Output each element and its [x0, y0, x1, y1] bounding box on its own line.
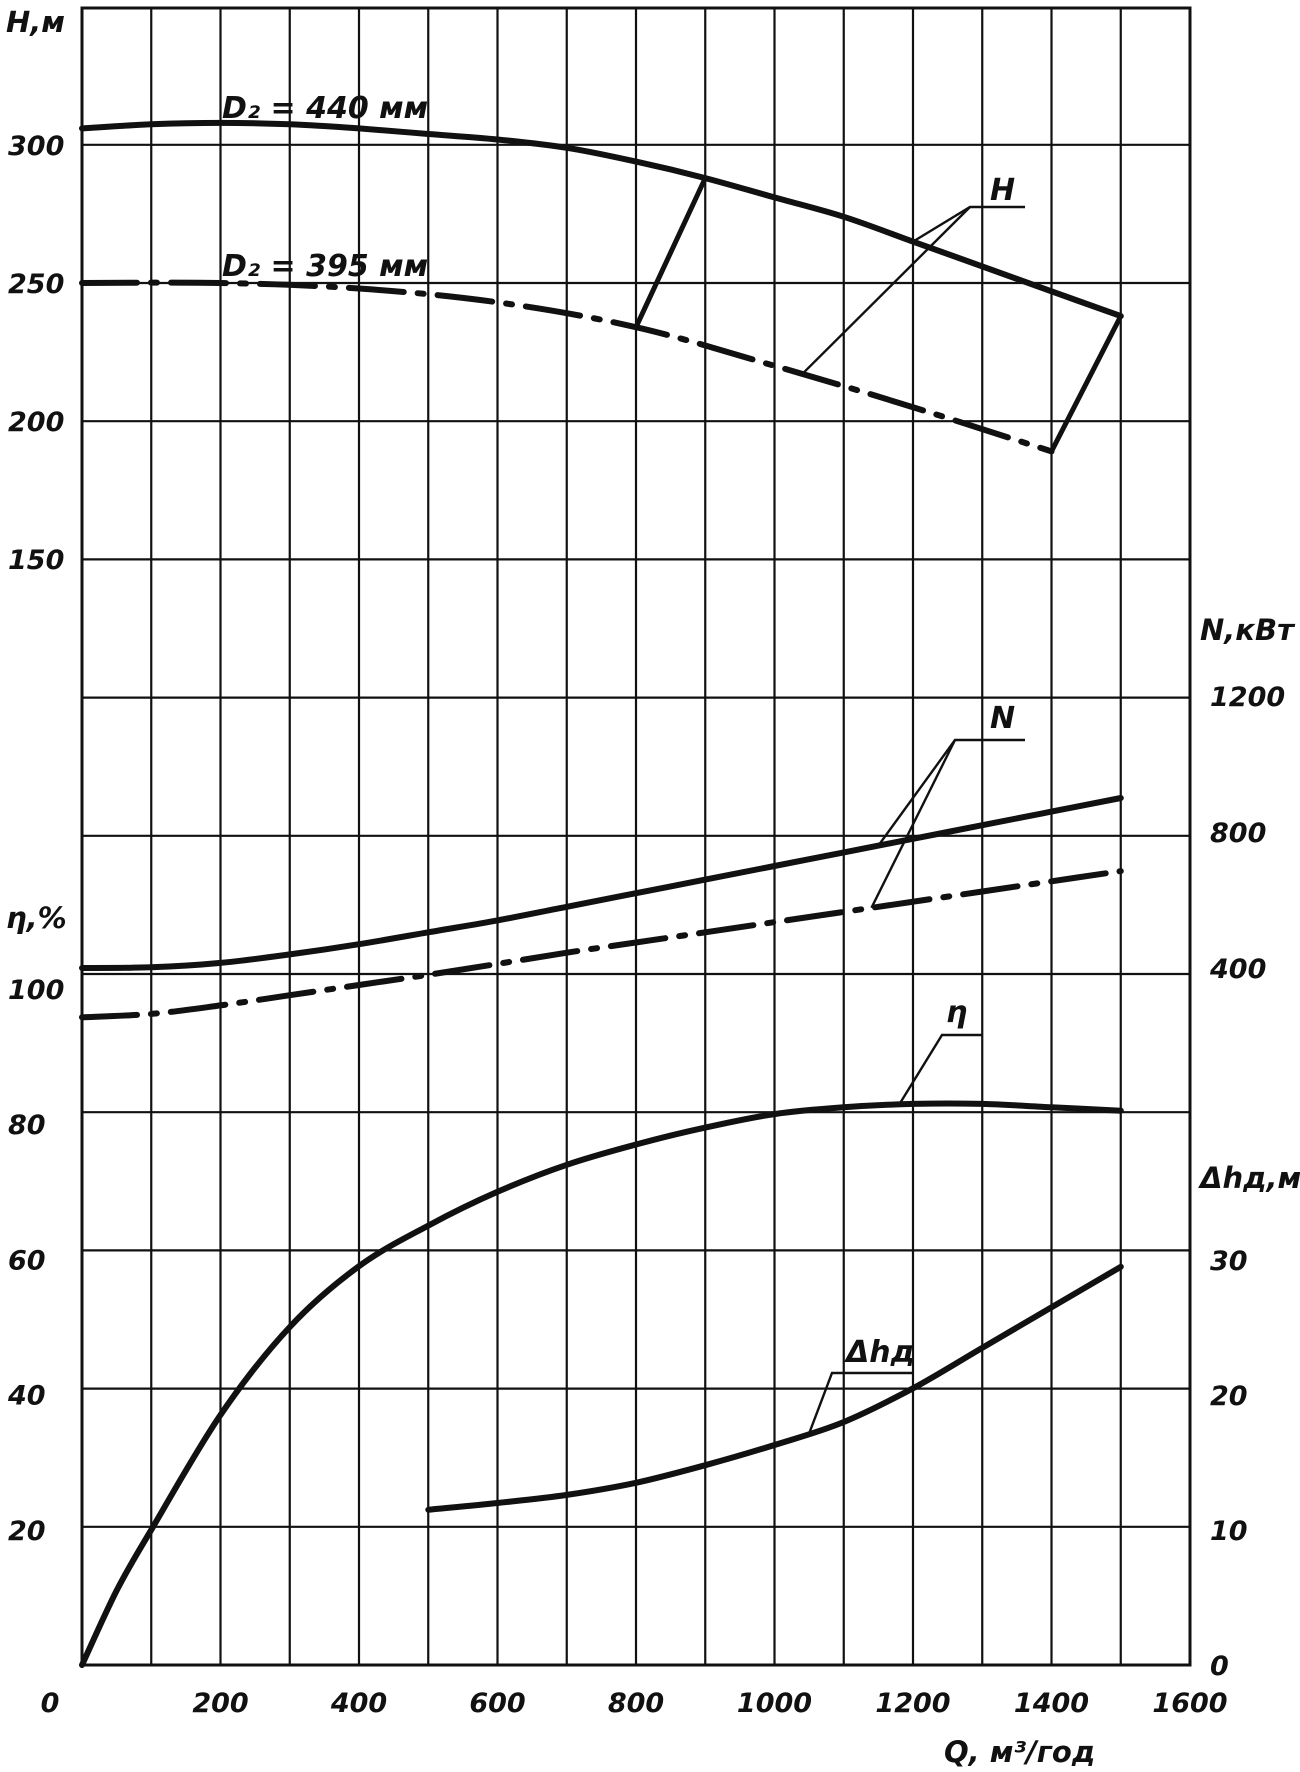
eta-axis-title: η,%	[6, 901, 67, 935]
x-tick-label: 1600	[1152, 1688, 1227, 1719]
n-d440-line	[79, 795, 1124, 971]
h-leader-2	[801, 206, 971, 375]
eta-tick-label: 60	[8, 1245, 46, 1276]
h-d395-line	[79, 279, 1055, 455]
x-tick-label: 1000	[737, 1688, 812, 1719]
h-curve-label: H	[990, 173, 1015, 208]
dh-tick-label: 30	[1210, 1246, 1248, 1277]
d395-label: D₂ = 395 мм	[222, 249, 428, 284]
x-tick-label: 0	[41, 1688, 60, 1719]
h-tick-label: 150	[8, 545, 64, 576]
n-tick-label: 1200	[1210, 682, 1285, 713]
curves	[79, 119, 1124, 1668]
dh-curve-label: Δhд	[844, 1335, 915, 1370]
dh-tick-label: 0	[1210, 1651, 1229, 1682]
axis-titles: H,м η,% N,кВт Δhд,м Q, м³/год	[6, 5, 1300, 1769]
h-tick-label: 250	[8, 269, 64, 300]
x-tick-label: 1400	[1014, 1688, 1089, 1719]
h-tick-label: 300	[8, 131, 64, 162]
eta-tick-label: 100	[8, 975, 64, 1006]
eta-leader	[898, 1033, 982, 1106]
n-leader-2	[870, 739, 957, 909]
dh-leader	[808, 1371, 914, 1434]
grid	[80, 6, 1192, 1667]
h-zone-right-bracket	[1049, 314, 1123, 453]
h-axis-title: H,м	[6, 5, 65, 39]
h-zone-left-bracket	[633, 177, 708, 329]
x-tick-label: 400	[330, 1688, 387, 1719]
eta-curve-label: η	[946, 995, 967, 1030]
eta-tick-label: 80	[8, 1110, 46, 1141]
eta-tick-label: 40	[7, 1381, 46, 1412]
h-tick-label: 200	[8, 407, 64, 438]
x-tick-label: 800	[608, 1688, 664, 1719]
eta-tick-label: 20	[8, 1516, 46, 1547]
n-tick-label: 400	[1209, 954, 1266, 985]
leader-lines	[633, 177, 1123, 1434]
x-tick-label: 600	[469, 1688, 525, 1719]
dh-axis-title: Δhд,м	[1198, 1161, 1300, 1195]
d440-label: D₂ = 440 мм	[222, 91, 428, 126]
eta-curve-line	[79, 1100, 1124, 1668]
x-tick-label: 200	[192, 1688, 248, 1719]
q-axis-title: Q, м³/год	[944, 1735, 1095, 1769]
dh-curve-line	[425, 1263, 1124, 1513]
annotations: D₂ = 440 мм D₂ = 395 мм H N η Δhд	[222, 91, 1015, 1370]
dh-tick-label: 10	[1210, 1516, 1248, 1547]
h-leader	[912, 205, 1025, 243]
x-tick-label: 1200	[875, 1688, 950, 1719]
h-d440-line	[79, 119, 1124, 320]
n-axis-title: N,кВт	[1200, 613, 1296, 647]
n-tick-label: 800	[1210, 818, 1266, 849]
tick-labels: 0 200 400 600 800 1000 1200 1400 160015020025030…	[7, 131, 1285, 1719]
dh-tick-label: 20	[1210, 1381, 1248, 1412]
n-curve-label: N	[990, 701, 1015, 736]
n-d395-line	[79, 868, 1124, 1021]
